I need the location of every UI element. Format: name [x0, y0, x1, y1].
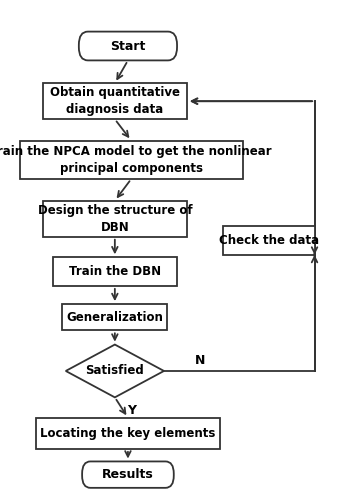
Bar	[223, 226, 314, 255]
Bar	[43, 201, 187, 237]
Text: Satisfied: Satisfied	[86, 364, 144, 378]
Text: Locating the key elements: Locating the key elements	[40, 427, 216, 440]
Text: Train the DBN: Train the DBN	[69, 265, 161, 278]
Text: N: N	[195, 354, 205, 367]
Text: Train the NPCA model to get the nonlinear
principal components: Train the NPCA model to get the nonlinea…	[0, 145, 272, 174]
Polygon shape	[66, 344, 164, 398]
Bar	[36, 418, 220, 449]
Bar	[53, 257, 177, 286]
Text: Y: Y	[127, 404, 136, 417]
Text: Results: Results	[102, 468, 154, 481]
Text: Generalization: Generalization	[66, 310, 163, 324]
Bar	[62, 304, 167, 330]
Text: Check the data: Check the data	[219, 234, 319, 247]
Text: Design the structure of
DBN: Design the structure of DBN	[38, 204, 192, 234]
Bar	[43, 83, 187, 119]
FancyBboxPatch shape	[79, 32, 177, 60]
FancyBboxPatch shape	[82, 462, 174, 488]
Text: Start: Start	[110, 40, 146, 52]
Text: Obtain quantitative
diagnosis data: Obtain quantitative diagnosis data	[50, 86, 180, 116]
Bar	[20, 140, 242, 179]
